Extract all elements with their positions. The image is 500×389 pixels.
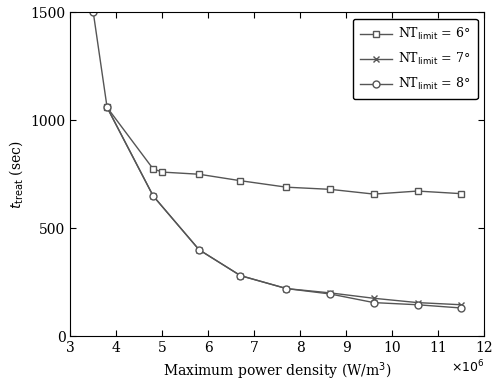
NT$_{\rm limit}$ = 8$°$ xyxy=(414,302,420,307)
NT$_{\rm limit}$ = 6$°$ xyxy=(414,189,420,193)
NT$_{\rm limit}$ = 8$°$ xyxy=(327,292,333,296)
NT$_{\rm limit}$ = 6$°$ xyxy=(284,185,290,189)
NT$_{\rm limit}$ = 6$°$ xyxy=(104,105,110,110)
X-axis label: Maximum power density (W/m$^3$): Maximum power density (W/m$^3$) xyxy=(163,361,392,382)
Line: NT$_{\rm limit}$ = 6$°$: NT$_{\rm limit}$ = 6$°$ xyxy=(104,104,465,198)
NT$_{\rm limit}$ = 8$°$ xyxy=(150,193,156,198)
NT$_{\rm limit}$ = 7$°$ xyxy=(458,302,464,307)
NT$_{\rm limit}$ = 7$°$ xyxy=(284,286,290,291)
Text: $\times 10^6$: $\times 10^6$ xyxy=(450,359,484,375)
NT$_{\rm limit}$ = 7$°$ xyxy=(327,291,333,295)
NT$_{\rm limit}$ = 8$°$ xyxy=(196,247,202,252)
Line: NT$_{\rm limit}$ = 8$°$: NT$_{\rm limit}$ = 8$°$ xyxy=(90,9,465,312)
NT$_{\rm limit}$ = 7$°$ xyxy=(196,247,202,252)
NT$_{\rm limit}$ = 7$°$ xyxy=(371,296,377,301)
NT$_{\rm limit}$ = 6$°$ xyxy=(160,170,166,174)
NT$_{\rm limit}$ = 6$°$ xyxy=(238,179,244,183)
NT$_{\rm limit}$ = 6$°$ xyxy=(327,187,333,192)
NT$_{\rm limit}$ = 8$°$ xyxy=(458,306,464,310)
NT$_{\rm limit}$ = 7$°$ xyxy=(238,273,244,278)
NT$_{\rm limit}$ = 8$°$ xyxy=(238,273,244,278)
Y-axis label: $t_{\rm treat}$ (sec): $t_{\rm treat}$ (sec) xyxy=(7,140,24,209)
Legend: NT$_{\rm limit}$ = 6$°$, NT$_{\rm limit}$ = 7$°$, NT$_{\rm limit}$ = 8$°$: NT$_{\rm limit}$ = 6$°$, NT$_{\rm limit}… xyxy=(353,19,478,100)
Line: NT$_{\rm limit}$ = 7$°$: NT$_{\rm limit}$ = 7$°$ xyxy=(104,104,465,308)
NT$_{\rm limit}$ = 8$°$ xyxy=(90,10,96,15)
NT$_{\rm limit}$ = 8$°$ xyxy=(371,300,377,305)
NT$_{\rm limit}$ = 8$°$ xyxy=(104,105,110,110)
NT$_{\rm limit}$ = 6$°$ xyxy=(371,192,377,196)
NT$_{\rm limit}$ = 8$°$ xyxy=(284,286,290,291)
NT$_{\rm limit}$ = 6$°$ xyxy=(196,172,202,177)
NT$_{\rm limit}$ = 7$°$ xyxy=(150,193,156,198)
NT$_{\rm limit}$ = 7$°$ xyxy=(104,105,110,110)
NT$_{\rm limit}$ = 7$°$ xyxy=(414,300,420,305)
NT$_{\rm limit}$ = 6$°$ xyxy=(458,191,464,196)
NT$_{\rm limit}$ = 6$°$ xyxy=(150,166,156,171)
